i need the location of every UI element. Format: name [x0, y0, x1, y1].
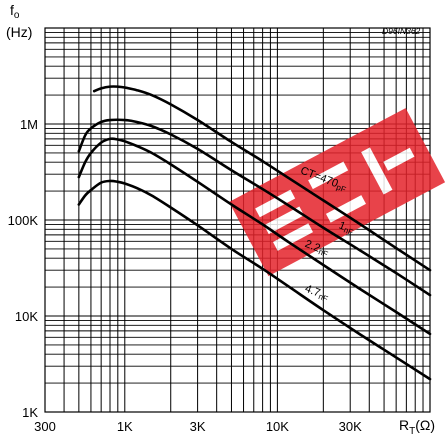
series-line-4 — [77, 179, 432, 381]
x-tick-label: 10K — [266, 419, 289, 434]
chart-code: D96IN362 — [382, 26, 421, 36]
y-tick-label: 1K — [22, 405, 38, 420]
series-label-2: 1nF — [337, 219, 356, 237]
watermark-logo — [229, 108, 446, 277]
series-line-1 — [92, 85, 432, 272]
series-label-4: 4.7nF — [303, 283, 331, 304]
series-label-3: 2.2nF — [303, 238, 331, 259]
series-line-3 — [77, 137, 432, 336]
y-tick-label: 100K — [8, 213, 39, 228]
x-tick-label: 3K — [190, 419, 206, 434]
x-tick-label: 300 — [34, 419, 56, 434]
y-axis-unit: (Hz) — [6, 24, 32, 40]
x-tick-label: 30K — [339, 419, 362, 434]
y-tick-label: 1M — [20, 117, 38, 132]
y-tick-label: 10K — [15, 309, 38, 324]
x-tick-label: 1K — [117, 419, 133, 434]
curves — [77, 85, 432, 381]
series-line-2 — [77, 118, 432, 297]
y-axis-title: fo — [10, 2, 20, 21]
x-axis-title: RT(Ω) — [399, 417, 435, 437]
